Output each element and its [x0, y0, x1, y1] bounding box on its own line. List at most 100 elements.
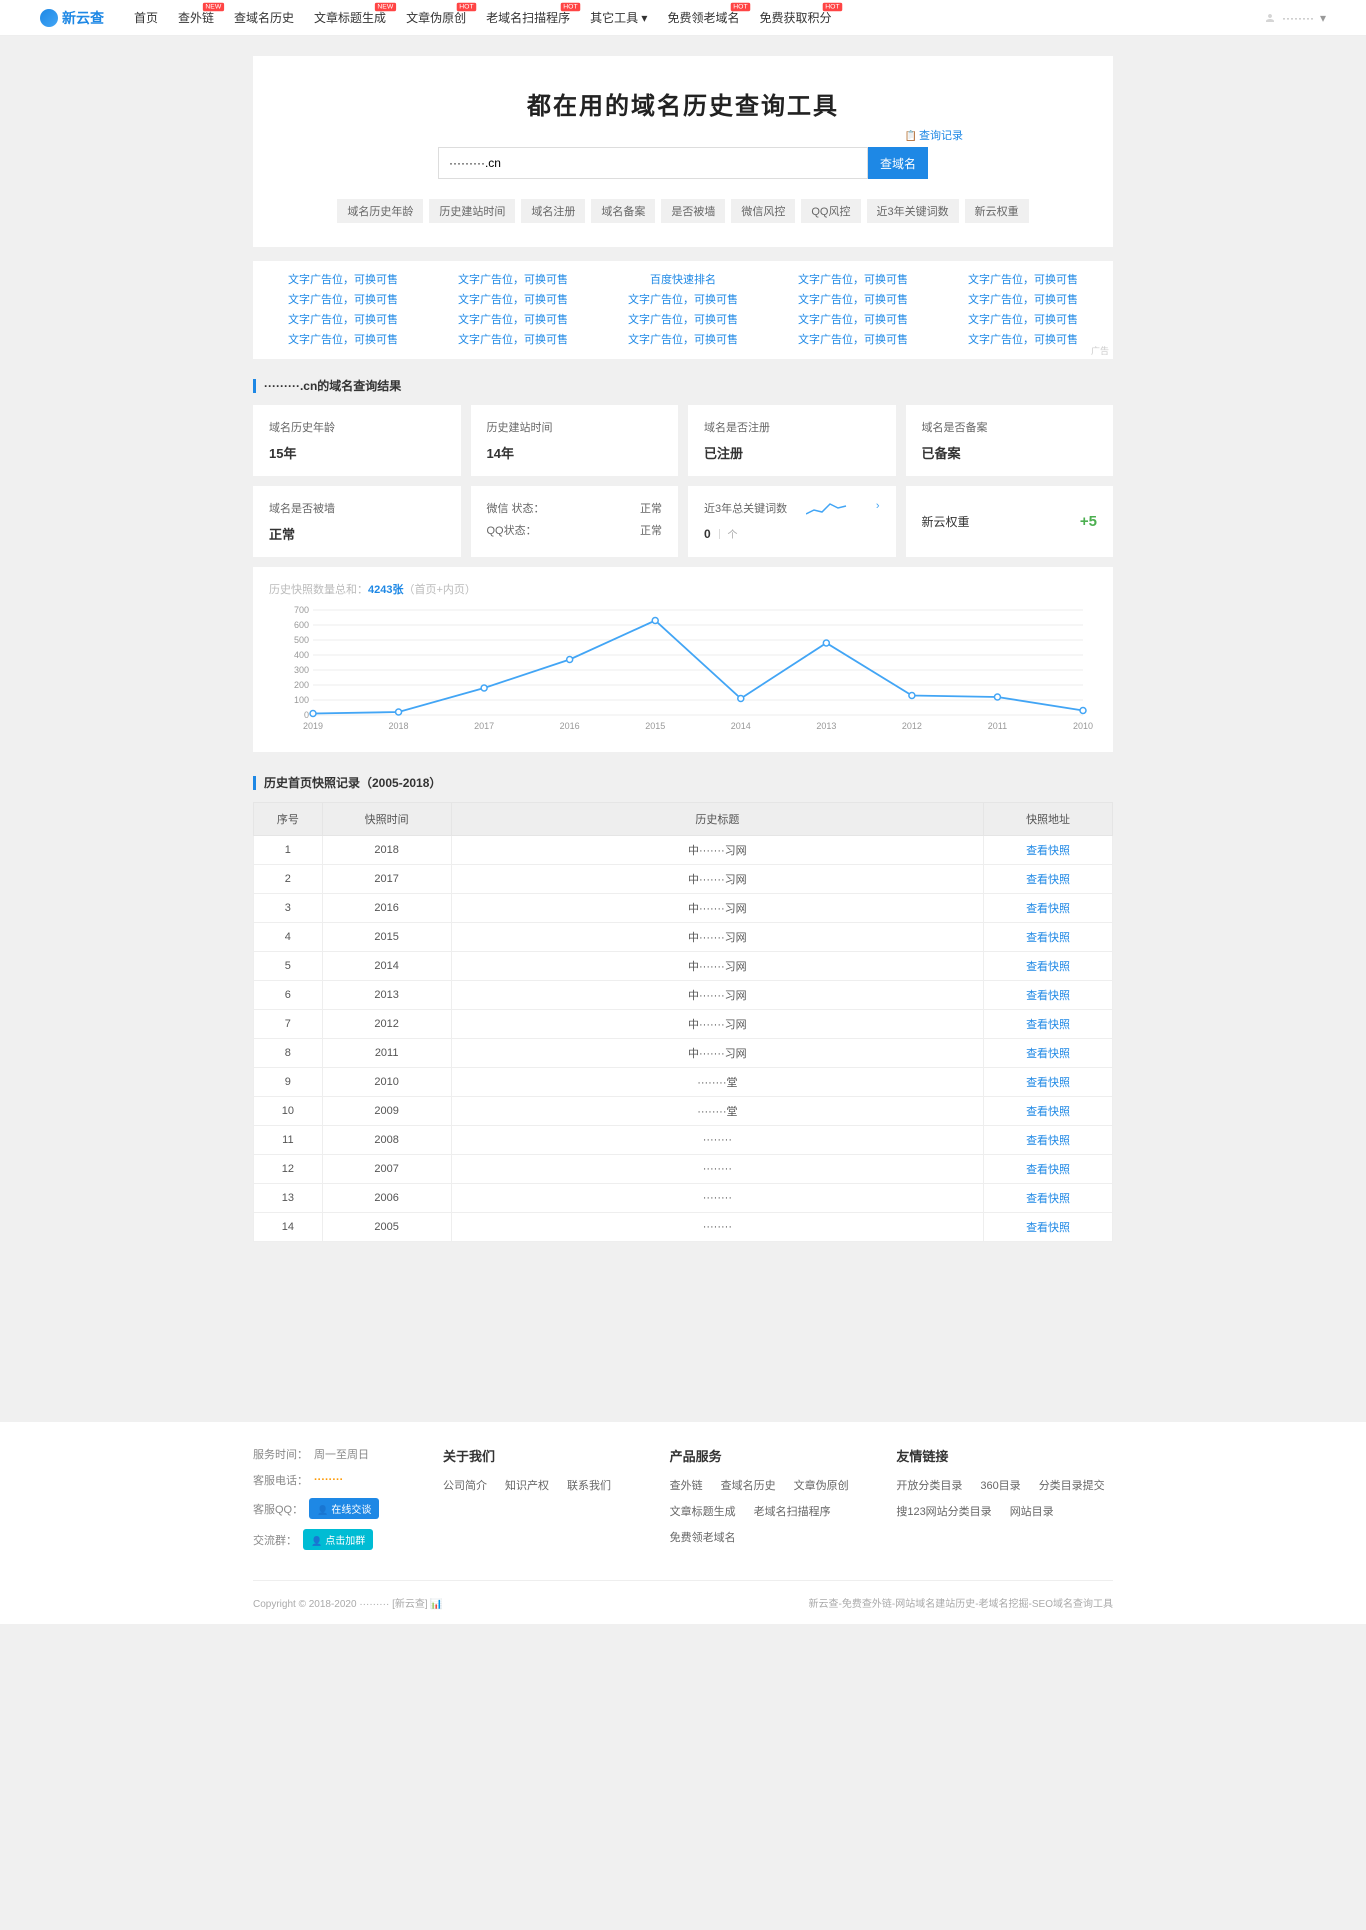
footer-link[interactable]: 联系我们	[567, 1477, 611, 1493]
kw-label: 近3年总关键词数	[704, 500, 787, 516]
tag[interactable]: 是否被墙	[661, 199, 725, 223]
table-row: 12018中·······习网查看快照	[254, 836, 1113, 865]
table-row: 22017中·······习网查看快照	[254, 865, 1113, 894]
main-nav: 首页查外链NEW查域名历史文章标题生成NEW文章伪原创HOT老域名扫描程序HOT…	[124, 0, 1264, 36]
nav-item[interactable]: 首页	[124, 0, 168, 36]
table-row: 122007········查看快照	[254, 1155, 1113, 1184]
nav-item[interactable]: 老域名扫描程序HOT	[476, 0, 580, 36]
ad-link[interactable]: 文字广告位，可换可售	[433, 331, 593, 349]
footer-link[interactable]: 开放分类目录	[896, 1477, 962, 1493]
ad-link[interactable]: 文字广告位，可换可售	[773, 311, 933, 329]
ad-link[interactable]: 文字广告位，可换可售	[603, 331, 763, 349]
footer-link[interactable]: 免费领老域名	[670, 1529, 736, 1545]
ad-link[interactable]: 文字广告位，可换可售	[773, 291, 933, 309]
view-snapshot-link[interactable]: 查看快照	[1026, 1019, 1070, 1031]
nav-item[interactable]: 查域名历史	[224, 0, 304, 36]
ad-link[interactable]: 文字广告位，可换可售	[263, 271, 423, 289]
tag[interactable]: 历史建站时间	[429, 199, 515, 223]
ad-link[interactable]: 文字广告位，可换可售	[943, 311, 1103, 329]
footer-link[interactable]: 知识产权	[505, 1477, 549, 1493]
nav-item[interactable]: 查外链NEW	[168, 0, 224, 36]
footer-link[interactable]: 老域名扫描程序	[754, 1503, 831, 1519]
footer-link[interactable]: 文章伪原创	[794, 1477, 849, 1493]
user-name: ········	[1282, 11, 1314, 25]
ad-link[interactable]: 文字广告位，可换可售	[263, 331, 423, 349]
ad-link[interactable]: 文字广告位，可换可售	[943, 271, 1103, 289]
view-snapshot-link[interactable]: 查看快照	[1026, 874, 1070, 886]
nav-item[interactable]: 文章标题生成NEW	[304, 0, 396, 36]
table-row: 42015中·······习网查看快照	[254, 923, 1113, 952]
tag[interactable]: 近3年关键词数	[867, 199, 959, 223]
view-snapshot-link[interactable]: 查看快照	[1026, 1193, 1070, 1205]
tag[interactable]: 微信风控	[731, 199, 795, 223]
search-panel: 都在用的域名历史查询工具 查询记录 查域名 域名历史年龄历史建站时间域名注册域名…	[253, 56, 1113, 247]
view-snapshot-link[interactable]: 查看快照	[1026, 1106, 1070, 1118]
history-chart: 7006005004003002001000201920182017201620…	[269, 605, 1097, 735]
user-area[interactable]: ········ ▾	[1264, 11, 1326, 25]
nav-item[interactable]: 免费领老域名HOT	[657, 0, 749, 36]
tag[interactable]: 新云权重	[965, 199, 1029, 223]
qq-chat-button[interactable]: 在线交谈	[309, 1498, 379, 1519]
ad-link[interactable]: 文字广告位，可换可售	[943, 291, 1103, 309]
ad-link[interactable]: 文字广告位，可换可售	[773, 271, 933, 289]
view-snapshot-link[interactable]: 查看快照	[1026, 932, 1070, 944]
footer-link[interactable]: 分类目录提交	[1039, 1477, 1105, 1493]
view-snapshot-link[interactable]: 查看快照	[1026, 1077, 1070, 1089]
snapshot-title: 历史首页快照记录（2005-2018）	[253, 776, 1113, 790]
sparkline	[806, 500, 856, 516]
tag-list: 域名历史年龄历史建站时间域名注册域名备案是否被墙微信风控QQ风控近3年关键词数新…	[253, 199, 1113, 223]
ad-link[interactable]: 文字广告位，可换可售	[433, 291, 593, 309]
card-value: 正常	[269, 524, 445, 543]
ad-link[interactable]: 文字广告位，可换可售	[943, 331, 1103, 349]
svg-text:2015: 2015	[645, 721, 665, 731]
nav-item[interactable]: 其它工具 ▾	[580, 0, 657, 36]
table-row: 132006········查看快照	[254, 1184, 1113, 1213]
footer-link[interactable]: 网站目录	[1010, 1503, 1054, 1519]
spark-arrow-icon: ›	[876, 500, 880, 516]
ad-link[interactable]: 文字广告位，可换可售	[433, 311, 593, 329]
stats-row-1: 域名历史年龄15年历史建站时间14年域名是否注册已注册域名是否备案已备案	[253, 405, 1113, 476]
ad-link[interactable]: 文字广告位，可换可售	[433, 271, 593, 289]
view-snapshot-link[interactable]: 查看快照	[1026, 990, 1070, 1002]
search-button[interactable]: 查域名	[868, 147, 928, 179]
ad-link[interactable]: 百度快速排名	[603, 271, 763, 289]
footer-link[interactable]: 查域名历史	[721, 1477, 776, 1493]
card-keywords: 近3年总关键词数 › 0｜ 个	[688, 486, 896, 557]
tag[interactable]: 域名备案	[591, 199, 655, 223]
view-snapshot-link[interactable]: 查看快照	[1026, 845, 1070, 857]
svg-text:700: 700	[294, 605, 309, 615]
svg-text:2018: 2018	[389, 721, 409, 731]
logo-icon	[40, 9, 58, 27]
view-snapshot-link[interactable]: 查看快照	[1026, 1135, 1070, 1147]
footer-link[interactable]: 公司简介	[443, 1477, 487, 1493]
history-link[interactable]: 查询记录	[905, 130, 963, 142]
tag[interactable]: QQ风控	[801, 199, 860, 223]
table-header: 快照时间	[322, 803, 451, 836]
join-group-button[interactable]: 点击加群	[303, 1529, 373, 1550]
footer-link[interactable]: 360目录	[980, 1477, 1020, 1493]
header: 新云查 首页查外链NEW查域名历史文章标题生成NEW文章伪原创HOT老域名扫描程…	[0, 0, 1366, 36]
nav-item[interactable]: 文章伪原创HOT	[396, 0, 476, 36]
ad-link[interactable]: 文字广告位，可换可售	[773, 331, 933, 349]
ad-link[interactable]: 文字广告位，可换可售	[263, 311, 423, 329]
view-snapshot-link[interactable]: 查看快照	[1026, 903, 1070, 915]
domain-input[interactable]	[438, 147, 868, 179]
footer-friend: 友情链接 开放分类目录360目录分类目录提交搜123网站分类目录网站目录	[896, 1446, 1113, 1560]
logo[interactable]: 新云查	[40, 8, 104, 28]
ad-link[interactable]: 文字广告位，可换可售	[263, 291, 423, 309]
footer-link[interactable]: 文章标题生成	[670, 1503, 736, 1519]
ad-link[interactable]: 文字广告位，可换可售	[603, 291, 763, 309]
tag[interactable]: 域名历史年龄	[337, 199, 423, 223]
view-snapshot-link[interactable]: 查看快照	[1026, 961, 1070, 973]
nav-item[interactable]: 免费获取积分HOT	[749, 0, 841, 36]
table-row: 102009········堂查看快照	[254, 1097, 1113, 1126]
footer-link[interactable]: 搜123网站分类目录	[896, 1503, 991, 1519]
view-snapshot-link[interactable]: 查看快照	[1026, 1048, 1070, 1060]
view-snapshot-link[interactable]: 查看快照	[1026, 1164, 1070, 1176]
footer-link[interactable]: 查外链	[670, 1477, 703, 1493]
tag[interactable]: 域名注册	[521, 199, 585, 223]
table-row: 72012中·······习网查看快照	[254, 1010, 1113, 1039]
ad-link[interactable]: 文字广告位，可换可售	[603, 311, 763, 329]
view-snapshot-link[interactable]: 查看快照	[1026, 1222, 1070, 1234]
weight-value: +5	[1080, 513, 1097, 530]
